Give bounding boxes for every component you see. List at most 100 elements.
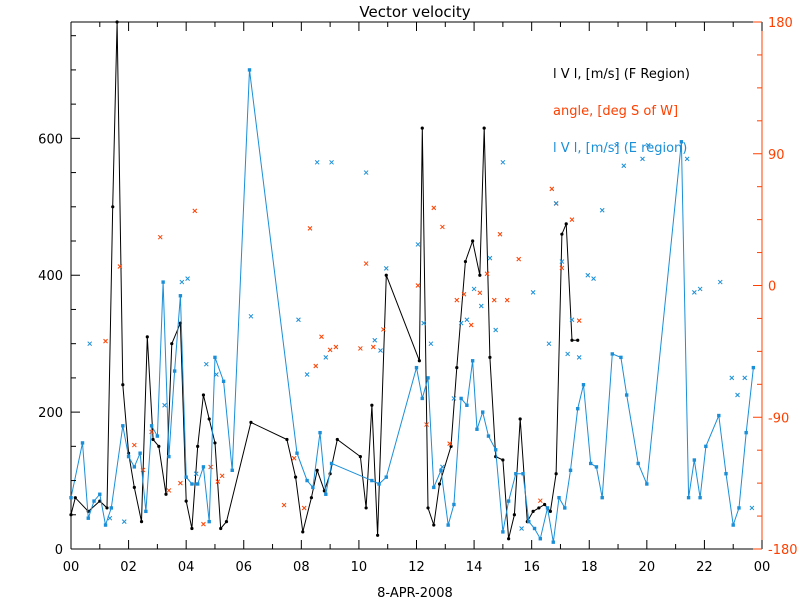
data-point	[166, 488, 172, 493]
data-point	[178, 480, 183, 486]
y-left-tick-label: 600	[38, 132, 63, 147]
data-point	[318, 430, 322, 435]
data-point	[684, 156, 690, 162]
data-point	[624, 393, 629, 397]
data-point	[431, 205, 437, 211]
data-point	[86, 516, 90, 520]
data-point	[424, 422, 429, 427]
data-point	[313, 363, 319, 369]
data-point	[432, 485, 436, 490]
data-point	[364, 506, 368, 510]
data-point	[305, 478, 309, 483]
data-point	[437, 482, 442, 486]
data-point	[378, 348, 383, 353]
data-point	[132, 465, 137, 469]
data-point	[717, 413, 721, 418]
data-point	[80, 441, 85, 445]
data-point	[376, 533, 380, 537]
data-point	[530, 289, 536, 295]
data-point	[193, 471, 199, 477]
data-point	[640, 156, 645, 162]
data-point	[554, 472, 558, 476]
data-point	[487, 255, 493, 261]
data-point	[538, 537, 543, 541]
data-point	[184, 475, 188, 479]
series-0	[69, 20, 580, 541]
data-point	[471, 239, 475, 243]
y-left-tick-label: 200	[38, 406, 63, 421]
axis-layer: 00 02 04 06 08 10 12 14 16 18 20 22 000200400600-180…	[38, 16, 797, 575]
data-point	[512, 513, 516, 517]
x-tick-label: 00	[63, 560, 80, 575]
data-point	[311, 485, 315, 490]
y-right-tick-label: -180	[768, 543, 798, 558]
data-point	[645, 142, 651, 148]
data-point	[190, 482, 194, 486]
data-point	[532, 526, 537, 531]
data-point	[546, 341, 552, 347]
data-point	[323, 355, 329, 360]
data-point	[463, 259, 468, 264]
data-point	[527, 519, 531, 524]
data-point	[69, 495, 73, 500]
data-point	[619, 355, 623, 360]
data-point	[477, 290, 483, 296]
data-point	[105, 506, 109, 510]
data-point	[724, 472, 728, 476]
data-point	[459, 396, 463, 401]
data-point	[569, 317, 575, 323]
data-point	[500, 159, 506, 165]
data-point	[537, 498, 543, 504]
data-point	[383, 266, 389, 271]
data-point	[184, 499, 188, 503]
data-point	[214, 372, 219, 377]
x-tick-label: 08	[293, 560, 310, 575]
data-point	[151, 437, 155, 442]
data-point	[185, 276, 190, 282]
data-point	[417, 359, 421, 363]
data-point	[645, 482, 649, 486]
data-point	[737, 506, 741, 510]
data-point	[301, 530, 305, 534]
x-tick-label: 18	[581, 560, 598, 575]
data-point	[471, 286, 477, 292]
data-point	[377, 482, 381, 486]
data-point	[92, 499, 96, 503]
data-point	[203, 361, 209, 367]
data-point	[167, 454, 171, 459]
data-point	[178, 294, 183, 298]
data-point	[179, 279, 185, 285]
series-2	[69, 68, 756, 544]
data-point	[121, 519, 127, 524]
data-point	[370, 344, 376, 350]
x-tick-label: 02	[120, 560, 137, 575]
data-point	[219, 473, 225, 479]
data-point	[449, 444, 453, 448]
data-point	[301, 505, 307, 511]
data-point	[468, 322, 474, 328]
data-point	[451, 396, 457, 401]
data-point	[501, 530, 505, 534]
data-point	[493, 448, 498, 452]
data-point	[506, 499, 511, 503]
data-point	[414, 365, 419, 370]
data-point	[224, 520, 229, 524]
data-point	[731, 523, 735, 527]
legend-entry: l V l, [m/s] (E region)	[553, 141, 687, 156]
data-point	[149, 424, 154, 428]
data-point	[372, 337, 378, 343]
data-point	[588, 461, 593, 466]
data-point	[426, 506, 430, 510]
data-point	[565, 351, 571, 357]
y-right-tick-label: 180	[768, 16, 793, 31]
data-point	[107, 515, 113, 521]
data-point	[370, 403, 374, 407]
data-point	[491, 297, 497, 303]
x-tick-label: 16	[523, 560, 540, 575]
data-point	[103, 523, 108, 527]
x-tick-label: 06	[235, 560, 252, 575]
data-point	[381, 327, 386, 332]
data-point	[358, 455, 362, 459]
data-point	[314, 159, 320, 165]
data-point	[138, 451, 142, 455]
